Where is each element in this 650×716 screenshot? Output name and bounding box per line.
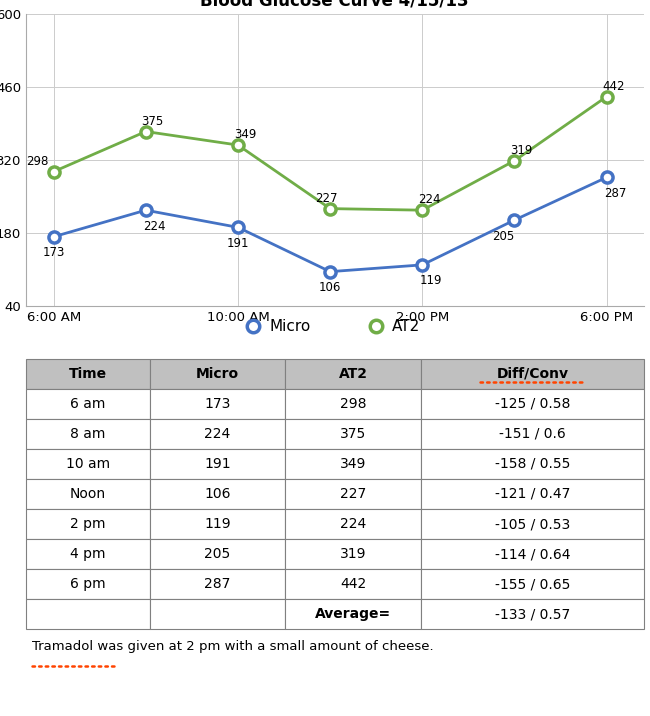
Text: 6 pm: 6 pm: [70, 577, 105, 591]
Text: 106: 106: [319, 281, 341, 294]
Text: 205: 205: [492, 230, 515, 243]
Text: -105 / 0.53: -105 / 0.53: [495, 517, 570, 531]
FancyBboxPatch shape: [150, 449, 285, 479]
FancyBboxPatch shape: [421, 449, 644, 479]
FancyBboxPatch shape: [421, 479, 644, 509]
Text: 119: 119: [204, 517, 231, 531]
FancyBboxPatch shape: [285, 479, 421, 509]
Text: 224: 224: [143, 220, 165, 233]
Text: 119: 119: [419, 274, 442, 287]
FancyBboxPatch shape: [150, 509, 285, 539]
FancyBboxPatch shape: [150, 359, 285, 389]
FancyBboxPatch shape: [285, 509, 421, 539]
FancyBboxPatch shape: [421, 359, 644, 389]
Text: -121 / 0.47: -121 / 0.47: [495, 487, 570, 501]
FancyBboxPatch shape: [421, 509, 644, 539]
Title: Blood Glucose Curve 4/15/13: Blood Glucose Curve 4/15/13: [200, 0, 469, 10]
Text: 227: 227: [315, 192, 337, 205]
FancyBboxPatch shape: [285, 449, 421, 479]
Text: -151 / 0.6: -151 / 0.6: [499, 427, 566, 441]
Text: -114 / 0.64: -114 / 0.64: [495, 547, 570, 561]
Text: Diff/Conv: Diff/Conv: [497, 367, 568, 381]
FancyBboxPatch shape: [285, 359, 421, 389]
FancyBboxPatch shape: [26, 479, 150, 509]
Text: 442: 442: [603, 79, 625, 92]
Text: 106: 106: [204, 487, 231, 501]
FancyBboxPatch shape: [285, 569, 421, 599]
Text: 173: 173: [42, 246, 65, 259]
Text: 6 am: 6 am: [70, 397, 105, 411]
Text: 375: 375: [340, 427, 367, 441]
Text: Micro: Micro: [196, 367, 239, 381]
Text: 349: 349: [234, 128, 256, 141]
FancyBboxPatch shape: [26, 569, 150, 599]
FancyBboxPatch shape: [150, 419, 285, 449]
Text: 8 am: 8 am: [70, 427, 105, 441]
FancyBboxPatch shape: [26, 599, 150, 629]
FancyBboxPatch shape: [421, 539, 644, 569]
Text: 2 pm: 2 pm: [70, 517, 105, 531]
Text: 298: 298: [26, 155, 48, 168]
Text: 4 pm: 4 pm: [70, 547, 105, 561]
FancyBboxPatch shape: [421, 389, 644, 419]
Text: Average=: Average=: [315, 607, 391, 621]
Text: Tramadol was given at 2 pm with a small amount of cheese.: Tramadol was given at 2 pm with a small …: [32, 640, 434, 653]
FancyBboxPatch shape: [285, 599, 421, 629]
FancyBboxPatch shape: [150, 599, 285, 629]
Text: 227: 227: [340, 487, 367, 501]
FancyBboxPatch shape: [26, 539, 150, 569]
Text: AT2: AT2: [339, 367, 368, 381]
FancyBboxPatch shape: [421, 419, 644, 449]
FancyBboxPatch shape: [285, 419, 421, 449]
Text: 173: 173: [204, 397, 231, 411]
Text: -133 / 0.57: -133 / 0.57: [495, 607, 570, 621]
FancyBboxPatch shape: [150, 569, 285, 599]
Text: 205: 205: [204, 547, 231, 561]
Text: Noon: Noon: [70, 487, 106, 501]
Text: 191: 191: [204, 457, 231, 471]
FancyBboxPatch shape: [285, 539, 421, 569]
FancyBboxPatch shape: [150, 479, 285, 509]
Text: 319: 319: [510, 144, 532, 157]
Text: 287: 287: [604, 187, 626, 200]
Text: 224: 224: [340, 517, 367, 531]
Text: Time: Time: [69, 367, 107, 381]
Text: 287: 287: [204, 577, 231, 591]
Text: 375: 375: [142, 115, 164, 127]
Text: 10 am: 10 am: [66, 457, 110, 471]
Text: 224: 224: [418, 193, 441, 206]
Text: 224: 224: [204, 427, 231, 441]
Legend: Micro, AT2: Micro, AT2: [250, 319, 420, 334]
Text: -155 / 0.65: -155 / 0.65: [495, 577, 570, 591]
FancyBboxPatch shape: [421, 569, 644, 599]
Text: 349: 349: [340, 457, 367, 471]
Text: -158 / 0.55: -158 / 0.55: [495, 457, 570, 471]
Text: 319: 319: [340, 547, 367, 561]
Text: -125 / 0.58: -125 / 0.58: [495, 397, 570, 411]
FancyBboxPatch shape: [150, 539, 285, 569]
FancyBboxPatch shape: [421, 599, 644, 629]
FancyBboxPatch shape: [150, 389, 285, 419]
FancyBboxPatch shape: [26, 449, 150, 479]
Text: 442: 442: [340, 577, 367, 591]
Text: 191: 191: [227, 237, 249, 250]
FancyBboxPatch shape: [26, 389, 150, 419]
Text: 298: 298: [340, 397, 367, 411]
FancyBboxPatch shape: [26, 419, 150, 449]
FancyBboxPatch shape: [26, 509, 150, 539]
FancyBboxPatch shape: [285, 389, 421, 419]
FancyBboxPatch shape: [26, 359, 150, 389]
